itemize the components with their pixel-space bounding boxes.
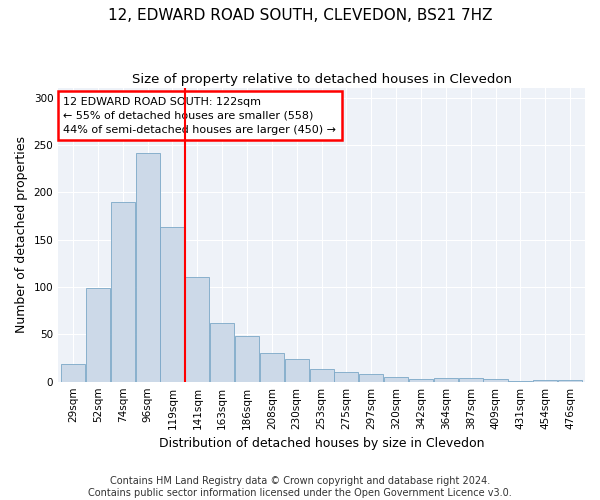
Bar — [160, 228, 185, 382]
Text: 12, EDWARD ROAD SOUTH, CLEVEDON, BS21 7HZ: 12, EDWARD ROAD SOUTH, CLEVEDON, BS21 7H… — [108, 8, 492, 22]
Bar — [111, 202, 135, 382]
Title: Size of property relative to detached houses in Clevedon: Size of property relative to detached ho… — [131, 72, 512, 86]
Bar — [359, 374, 383, 382]
Bar — [284, 359, 309, 382]
Bar — [558, 380, 582, 382]
Bar — [484, 379, 508, 382]
Bar — [409, 379, 433, 382]
Bar — [61, 364, 85, 382]
Bar — [334, 372, 358, 382]
Text: Contains HM Land Registry data © Crown copyright and database right 2024.
Contai: Contains HM Land Registry data © Crown c… — [88, 476, 512, 498]
Bar — [533, 380, 557, 382]
Bar — [86, 288, 110, 382]
Bar — [458, 378, 483, 382]
Bar — [310, 370, 334, 382]
Bar — [136, 154, 160, 382]
Bar — [260, 354, 284, 382]
Bar — [210, 323, 234, 382]
Y-axis label: Number of detached properties: Number of detached properties — [15, 136, 28, 334]
Bar — [185, 278, 209, 382]
Bar — [434, 378, 458, 382]
Text: 12 EDWARD ROAD SOUTH: 122sqm
← 55% of detached houses are smaller (558)
44% of s: 12 EDWARD ROAD SOUTH: 122sqm ← 55% of de… — [64, 97, 337, 135]
X-axis label: Distribution of detached houses by size in Clevedon: Distribution of detached houses by size … — [159, 437, 484, 450]
Bar — [384, 377, 408, 382]
Bar — [235, 336, 259, 382]
Bar — [508, 380, 532, 382]
